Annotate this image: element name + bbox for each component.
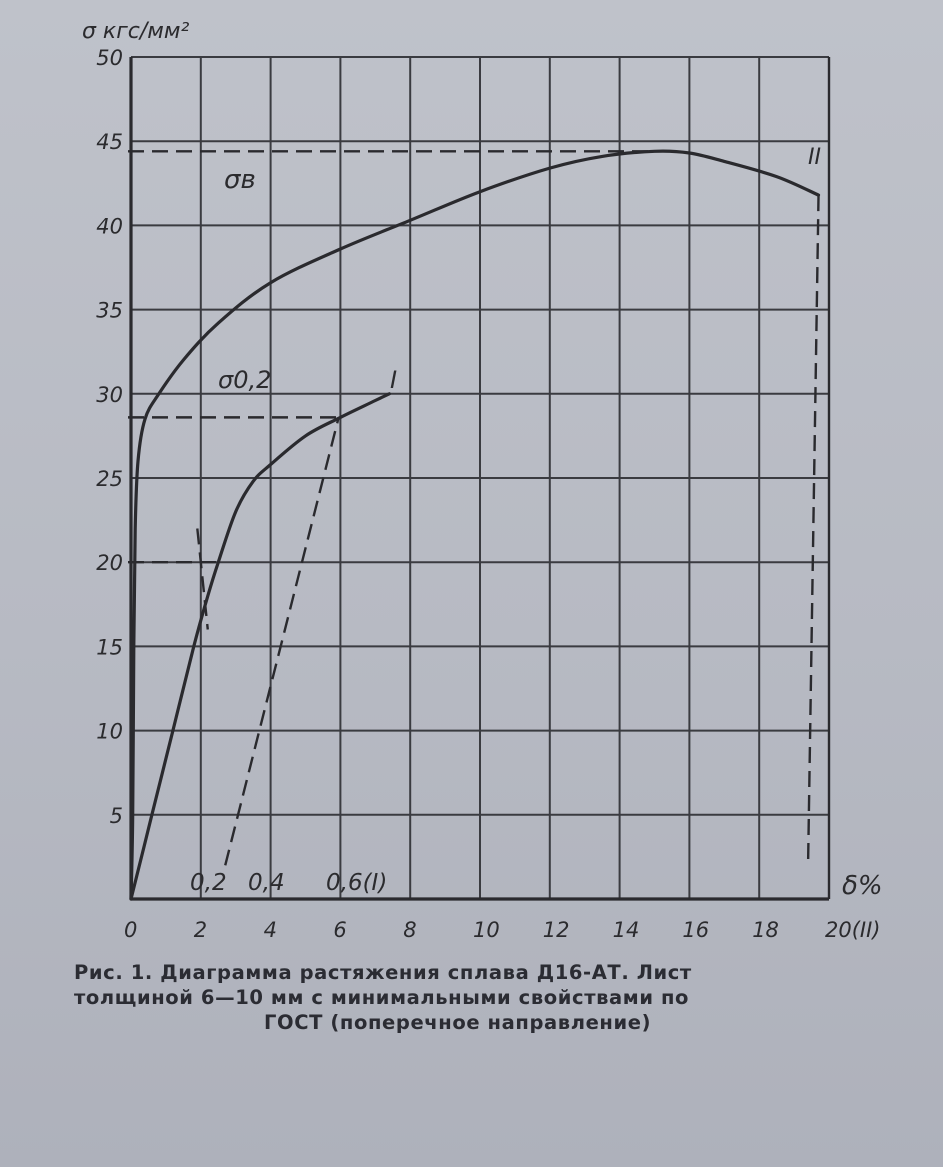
y-axis-label: σ кгс/мм²: [82, 19, 189, 44]
x-tick-label: 12: [543, 918, 570, 942]
offset-label: 0,4: [248, 870, 285, 896]
tick-labels: 5 10 15 20 25 30 35 40 45 50 0 2 4 6 8 10 12 14 16 18 20(II): [96, 46, 880, 942]
figure-caption: Рис. 1. Диаграмма растяжения сплава Д16-…: [74, 960, 870, 1035]
y-tick-label: 20: [96, 551, 123, 575]
offset-label: 0,2: [190, 870, 227, 896]
x-tick-label: 20(II): [825, 918, 881, 942]
caption-line-1: Рис. 1. Диаграмма растяжения сплава Д16-…: [74, 961, 692, 984]
x-tick-label: 14: [613, 918, 640, 942]
series-line-i: [129, 392, 391, 901]
x-tick-label: 2: [194, 918, 207, 942]
offset-line-0-4: [224, 417, 340, 866]
caption-line-2: толщиной 6—10 мм с минимальными свойства…: [74, 986, 690, 1009]
series-label-ii: II: [808, 145, 821, 170]
sigma-b-label: σв: [224, 165, 256, 195]
y-tick-label: 10: [96, 720, 123, 744]
series-label-i: I: [390, 366, 397, 394]
rupture-line-ii: [806, 195, 820, 866]
x-tick-label: 6: [333, 918, 346, 942]
y-tick-label: 35: [96, 299, 123, 323]
series-line-ii: [129, 149, 821, 901]
y-tick-label: 30: [96, 383, 123, 407]
y-tick-label: 40: [96, 214, 123, 238]
y-tick-label: 5: [110, 804, 123, 828]
reference-lines: [128, 150, 820, 866]
x-tick-label: 18: [752, 918, 779, 942]
caption-line-3: ГОСТ (поперечное направление): [264, 1011, 652, 1034]
x-tick-label: 10: [473, 918, 500, 942]
x-tick-label: 0: [124, 918, 137, 942]
y-tick-label: 15: [96, 635, 123, 659]
offset-line-short: [196, 528, 209, 630]
x-tick-label: 4: [264, 918, 277, 942]
curves: [129, 149, 821, 901]
chart-grid: [129, 56, 831, 901]
y-tick-label: 25: [96, 467, 123, 491]
x-axis-label: δ%: [842, 871, 883, 901]
x-tick-label: 8: [403, 918, 416, 942]
x-tick-label: 16: [682, 918, 709, 942]
y-tick-label: 50: [96, 46, 123, 70]
sigma-02-label: σ0,2: [218, 366, 271, 394]
offset-label: 0,6(I): [326, 870, 387, 896]
y-tick-label: 45: [96, 130, 123, 154]
